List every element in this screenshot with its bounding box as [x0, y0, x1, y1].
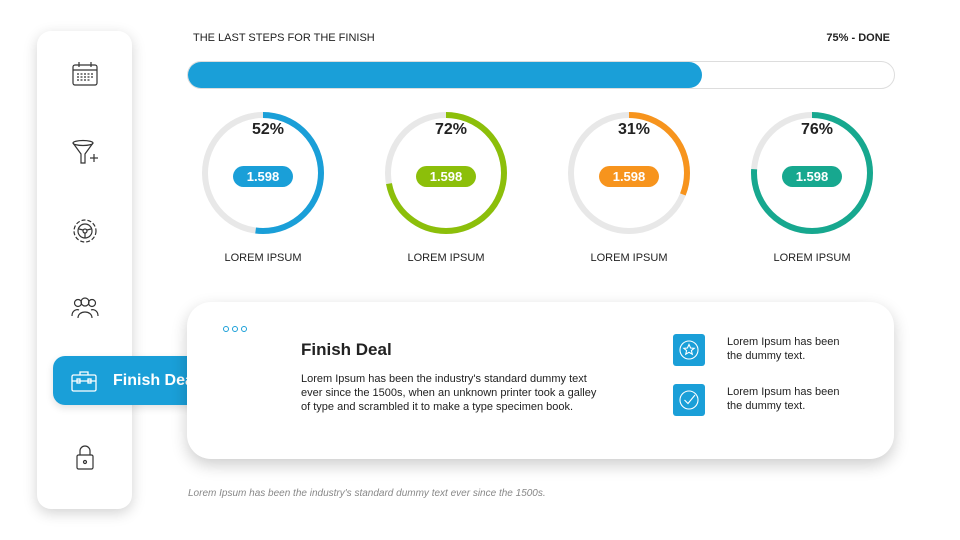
progress-bar: [187, 61, 895, 89]
ring-percent: 31%: [617, 121, 651, 138]
ring-percent: 76%: [800, 121, 834, 138]
progress-bar-fill: [188, 62, 702, 88]
finish-deal-card: Finish Deal Lorem Ipsum has been the ind…: [187, 302, 894, 459]
sidebar-item-label: Finish Deal: [113, 371, 199, 389]
progress-ring: 76% 1.598 LOREM IPSUM: [747, 110, 877, 280]
ring-arc: [568, 112, 690, 234]
ring-percent: 72%: [434, 121, 468, 138]
ring-label: LOREM IPSUM: [224, 252, 302, 264]
ring-value-badge: 1.598: [233, 166, 293, 187]
card-title: Finish Deal: [301, 340, 392, 359]
lock-icon[interactable]: [70, 442, 100, 472]
progress-status: 75% - DONE: [826, 32, 890, 44]
progress-ring: 31% 1.598 LOREM IPSUM: [564, 110, 694, 280]
ring-percent: 52%: [251, 121, 285, 138]
progress-ring: 72% 1.598 LOREM IPSUM: [381, 110, 511, 280]
team-icon[interactable]: [70, 292, 100, 322]
progress-ring: 52% 1.598 LOREM IPSUM: [198, 110, 328, 280]
ring-arc: [751, 112, 873, 234]
ring-value-badge: 1.598: [416, 166, 476, 187]
calendar-icon[interactable]: [70, 59, 100, 89]
more-dots-icon[interactable]: [223, 326, 247, 332]
footer-note: Lorem Ipsum has been the industry's stan…: [188, 488, 546, 499]
ring-arc: [385, 112, 507, 234]
card-body: Lorem Ipsum has been the industry's stan…: [301, 373, 597, 413]
ring-arc: [202, 112, 324, 234]
ring-label: LOREM IPSUM: [773, 252, 851, 264]
gear-steering-icon[interactable]: [70, 216, 100, 246]
feature-item: Lorem Ipsum has been the dummy text.: [673, 384, 857, 416]
progress-title: THE LAST STEPS FOR THE FINISH: [193, 32, 375, 44]
feature-text: Lorem Ipsum has been the dummy text.: [727, 336, 840, 362]
check-circle-icon: [673, 384, 705, 416]
ring-label: LOREM IPSUM: [407, 252, 485, 264]
feature-item: Lorem Ipsum has been the dummy text.: [673, 334, 857, 366]
ring-label: LOREM IPSUM: [590, 252, 668, 264]
sidebar: [37, 31, 132, 509]
funnel-add-icon[interactable]: [70, 137, 100, 167]
star-badge-icon: [673, 334, 705, 366]
briefcase-icon: [71, 370, 97, 392]
ring-value-badge: 1.598: [599, 166, 659, 187]
ring-value-badge: 1.598: [782, 166, 842, 187]
feature-text: Lorem Ipsum has been the dummy text.: [727, 386, 840, 412]
